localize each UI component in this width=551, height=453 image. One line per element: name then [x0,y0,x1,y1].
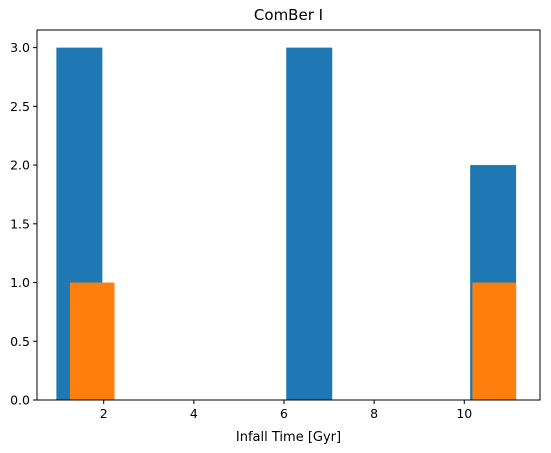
bar-series1-bin0 [69,282,115,400]
y-tick-label: 1.0 [10,275,30,290]
x-tick-label: 4 [190,406,198,421]
bar-series1-bin1 [472,282,517,400]
y-tick-label: 2.5 [10,99,30,114]
x-axis: 2 4 6 8 10 [100,400,472,421]
y-tick-label: 2.0 [10,158,30,173]
plot-frame [36,29,541,401]
y-tick-label: 0.5 [10,334,30,349]
bar-series0-bin1 [286,47,333,400]
x-tick-label: 6 [280,406,288,421]
x-axis-label: Infall Time [Gyr] [236,430,341,445]
x-tick-label: 10 [456,406,472,421]
y-axis: 0.0 0.5 1.0 1.5 2.0 2.5 3.0 [10,40,37,408]
y-tick-label: 0.0 [10,393,30,408]
y-tick-label: 3.0 [10,40,30,55]
chart-title: ComBer I [254,6,323,24]
bars-layer [56,47,517,400]
x-tick-label: 2 [100,406,108,421]
x-tick-label: 8 [370,406,378,421]
y-tick-label: 1.5 [10,216,30,231]
